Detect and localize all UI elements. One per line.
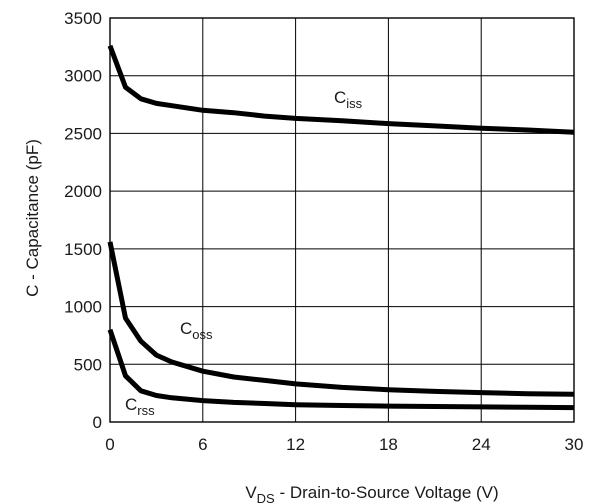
series-line-coss: [107, 241, 575, 397]
y-axis-title: C - Capacitance (pF): [23, 139, 42, 297]
series-label-ciss: Ciss: [334, 88, 363, 111]
y-tick-label: 1500: [64, 240, 102, 259]
y-tick-label: 2500: [64, 124, 102, 143]
y-tick-label: 0: [93, 413, 102, 432]
x-tick-label: 24: [472, 435, 491, 454]
series-line-crss: [107, 328, 575, 411]
y-tick-labels: 0 500 1000 1500 2000 2500 3000 3500: [64, 9, 102, 432]
x-tick-label: 0: [105, 435, 114, 454]
x-tick-label: 6: [198, 435, 207, 454]
x-axis-title: VDS - Drain-to-Source Voltage (V): [245, 483, 498, 504]
x-tick-label: 18: [379, 435, 398, 454]
y-tick-label: 500: [74, 355, 102, 374]
plot-frame: [109, 17, 575, 423]
series-label-coss: Coss: [180, 319, 213, 342]
y-tick-label: 2000: [64, 182, 102, 201]
series-lines: [107, 44, 575, 411]
x-tick-label: 30: [565, 435, 584, 454]
y-tick-label: 3500: [64, 9, 102, 28]
y-tick-label: 3000: [64, 67, 102, 86]
series-line-ciss: [107, 44, 575, 135]
grid: [109, 17, 575, 423]
x-tick-labels: 0 6 12 18 24 30: [105, 435, 583, 454]
x-tick-label: 12: [286, 435, 305, 454]
series-label-crss: Crss: [125, 395, 155, 418]
y-tick-label: 1000: [64, 298, 102, 317]
